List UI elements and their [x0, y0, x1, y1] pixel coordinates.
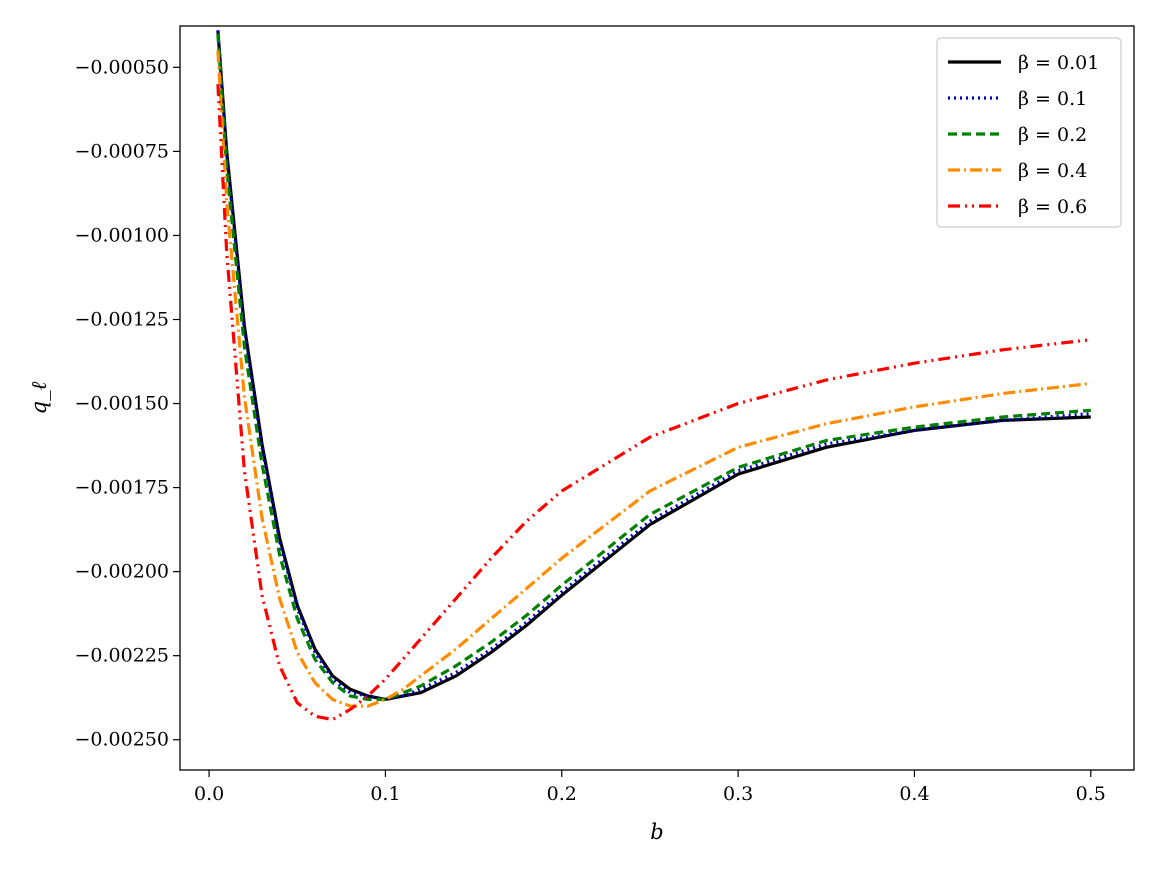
- x-tick-label: 0.4: [899, 783, 929, 805]
- y-tick-label: −0.00225: [75, 645, 170, 667]
- y-tick-label: −0.00050: [75, 56, 170, 78]
- x-tick-label: 0.0: [194, 783, 224, 805]
- y-tick-label: −0.00125: [75, 308, 170, 330]
- legend-label-2: β = 0.1: [1018, 88, 1087, 110]
- x-tick-label: 0.5: [1076, 783, 1106, 805]
- x-tick-label: 0.3: [723, 783, 753, 805]
- series-line-5: [216, 84, 1091, 722]
- y-axis-ticks: −0.00050 −0.00075 −0.00100 −0.00125 −0.00150…: [75, 56, 180, 751]
- y-tick-label: −0.00100: [75, 224, 170, 246]
- series-line-2: [216, 30, 1091, 702]
- y-tick-label: −0.00200: [75, 561, 170, 583]
- legend-label-3: β = 0.2: [1018, 124, 1087, 146]
- legend: β = 0.01 β = 0.1 β = 0.2 β = 0.4 β = 0.6: [936, 37, 1122, 228]
- x-axis-label: b: [650, 820, 663, 844]
- x-axis-ticks: 0.0 0.1 0.2 0.3 0.4 0.5: [194, 770, 1106, 805]
- x-tick-label: 0.2: [547, 783, 577, 805]
- series-line-4: [216, 50, 1091, 708]
- x-tick-label: 0.1: [370, 783, 400, 805]
- plot-frame: [179, 25, 1135, 771]
- series-line-1: [216, 30, 1091, 702]
- series-layer: [216, 30, 1091, 722]
- legend-label-5: β = 0.6: [1018, 196, 1087, 218]
- y-tick-label: −0.00250: [75, 729, 170, 751]
- legend-box: [936, 37, 1122, 228]
- legend-label-4: β = 0.4: [1018, 160, 1087, 182]
- y-axis-label: q_ℓ: [27, 381, 51, 414]
- y-tick-label: −0.00075: [75, 140, 170, 162]
- series-line-3: [216, 33, 1091, 702]
- legend-label-1: β = 0.01: [1018, 52, 1099, 74]
- y-tick-label: −0.00150: [75, 393, 170, 415]
- y-tick-label: −0.00175: [75, 477, 170, 499]
